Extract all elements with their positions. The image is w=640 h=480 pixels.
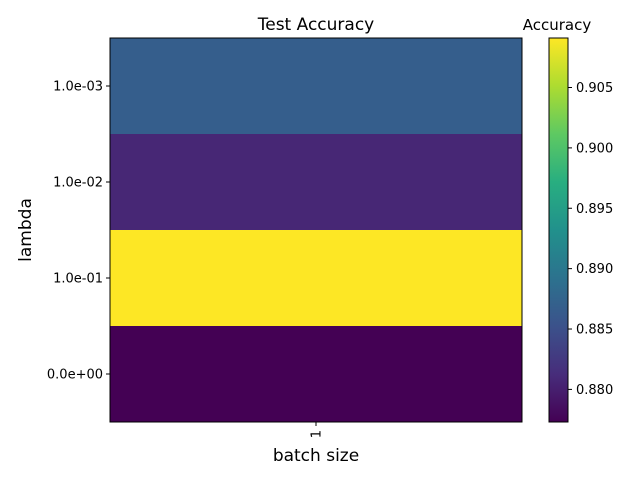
y-axis-ticks: 1.0e-03 1.0e-02 1.0e-01 0.0e+00	[47, 80, 110, 383]
colorbar-tick-label: 0.895	[576, 202, 613, 217]
heatmap-cell	[110, 38, 523, 135]
y-tick-label: 1.0e-02	[53, 176, 103, 191]
heatmap-cells	[110, 38, 523, 423]
colorbar-tick-label: 0.885	[576, 323, 613, 338]
y-axis-label: lambda	[16, 198, 36, 262]
y-tick-label: 0.0e+00	[47, 368, 103, 383]
heatmap-cell	[110, 326, 523, 423]
y-tick-label: 1.0e-03	[53, 80, 103, 95]
x-axis-label: batch size	[273, 446, 359, 466]
colorbar-tick-label: 0.905	[576, 81, 613, 96]
colorbar-tick-label: 0.880	[576, 383, 613, 398]
heatmap-cell	[110, 230, 523, 327]
heatmap-cell	[110, 134, 523, 231]
colorbar-tick-label: 0.900	[576, 141, 613, 156]
colorbar-label: Accuracy	[523, 16, 592, 34]
x-tick-label: 1	[310, 430, 325, 438]
y-tick-label: 1.0e-01	[53, 272, 103, 287]
colorbar	[548, 37, 569, 423]
chart-title: Test Accuracy	[257, 15, 375, 35]
x-axis-ticks: 1	[310, 422, 325, 438]
colorbar-ticks: 0.880 0.885 0.890 0.895 0.900 0.905	[568, 81, 613, 398]
colorbar-tick-label: 0.890	[576, 262, 613, 277]
